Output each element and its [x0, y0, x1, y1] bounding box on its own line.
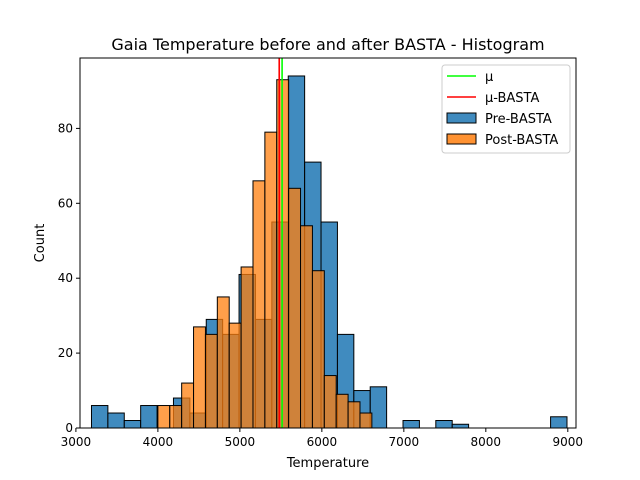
x-tick-label: 3000 [61, 435, 92, 449]
histogram-bar [169, 405, 183, 429]
x-tick-label: 9000 [553, 435, 584, 449]
x-axis-label: Temperature [286, 456, 369, 471]
y-tick-label: 20 [58, 346, 73, 360]
histogram-bar [181, 382, 195, 429]
histogram-bar [193, 326, 206, 429]
histogram-bar [451, 423, 470, 429]
x-axis: 3000 4000 5000 6000 7000 8000 9000 [61, 428, 583, 449]
histogram-bar [228, 322, 242, 429]
histogram-bar [359, 412, 373, 429]
axes-frame [79, 57, 577, 429]
histogram-bar [369, 386, 388, 429]
mean-lines [278, 58, 283, 428]
legend-patch-swatch [446, 133, 477, 145]
histogram-bar [402, 420, 420, 429]
histogram-bar [123, 420, 142, 429]
histogram-bar [90, 405, 109, 429]
legend-patch-swatch [446, 112, 477, 124]
x-tick-label: 8000 [471, 435, 502, 449]
histogram-bar [550, 416, 568, 429]
histogram-bar [252, 180, 266, 429]
histogram-bar [204, 333, 218, 429]
y-tick-label: 0 [65, 421, 73, 435]
histogram-bar [435, 420, 453, 429]
legend-label: Pre-BASTA [485, 112, 552, 127]
histogram-bar [335, 393, 349, 429]
histogram-bar [216, 296, 230, 429]
histogram-bar [157, 405, 171, 429]
legend-label: Post-BASTA [485, 133, 558, 148]
histogram-bar [347, 401, 361, 429]
y-axis-label: Count [33, 224, 48, 263]
histogram-bar [107, 412, 125, 429]
histogram-bar [288, 187, 302, 429]
legend-label: µ-BASTA [485, 91, 539, 106]
legend: µ µ-BASTA Pre-BASTA Post-BASTA [441, 64, 571, 154]
y-axis: 0 20 40 60 80 [58, 121, 80, 435]
legend-label: µ [485, 70, 493, 85]
x-tick-label: 7000 [389, 435, 420, 449]
x-tick-label: 5000 [225, 435, 256, 449]
histogram-bar [264, 131, 278, 429]
chart-title: Gaia Temperature before and after BASTA … [111, 35, 544, 54]
y-tick-label: 40 [58, 271, 73, 285]
histogram-bar [240, 266, 254, 429]
histogram-bar [323, 375, 337, 429]
histogram-bar [311, 270, 325, 429]
histogram-bar [140, 405, 158, 429]
legend-box [441, 64, 571, 154]
x-tick-label: 4000 [143, 435, 174, 449]
x-tick-label: 6000 [307, 435, 338, 449]
histogram-bar [300, 225, 313, 429]
y-tick-label: 80 [58, 121, 73, 135]
y-tick-label: 60 [58, 196, 73, 210]
